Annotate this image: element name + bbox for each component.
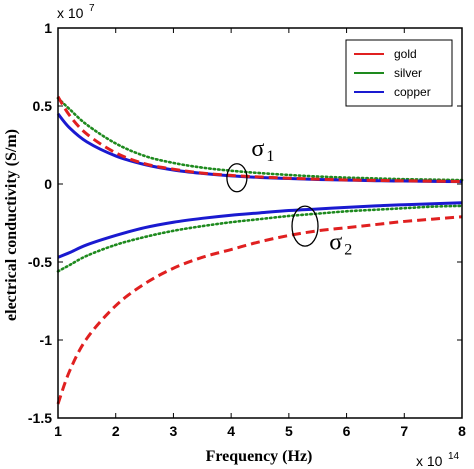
plot-frame: [57, 27, 463, 419]
series-line-gold-sigma2: [56, 215, 463, 405]
svg-text:x 10: x 10: [416, 453, 443, 469]
x-tick-label: 3: [170, 423, 178, 439]
svg-text:7: 7: [89, 3, 95, 14]
y-axis-label: electrical conductivity (S/m): [3, 129, 20, 321]
legend-label: gold: [394, 47, 417, 61]
x-tick-label: 2: [112, 423, 120, 439]
svg-text:x 10: x 10: [57, 5, 84, 21]
annotation-sigma-label: σ: [251, 136, 264, 162]
y-tick-label: 0.5: [33, 98, 53, 114]
series-group: [56, 95, 464, 405]
legend-label: copper: [394, 85, 431, 99]
legend-item-copper: copper: [354, 85, 431, 99]
y-tick-label: -0.5: [28, 254, 52, 270]
y-tick-label: -1.5: [28, 410, 52, 426]
y-tick-label: -1: [40, 332, 53, 348]
series-line-gold-sigma1: [56, 95, 463, 183]
x-tick-label: 4: [227, 423, 235, 439]
annotation-ellipse: [291, 205, 319, 247]
x-tick-label: 7: [400, 423, 408, 439]
x-tick-label: 5: [285, 423, 293, 439]
svg-text:14: 14: [448, 451, 460, 462]
x-tick-label: 1: [54, 423, 62, 439]
legend-item-gold: gold: [354, 47, 417, 61]
x-tick-label: 8: [458, 423, 466, 439]
annotation-sigma-label: σ: [329, 230, 342, 256]
annotation-sigma-subscript: 2: [344, 242, 352, 259]
x-multiplier: x 10 14: [416, 451, 460, 469]
y-tick-label: 1: [44, 20, 52, 36]
x-tick-label: 6: [343, 423, 351, 439]
annotation-ellipse: [226, 163, 248, 193]
y-tick-label: 0: [44, 176, 52, 192]
x-axis-label: Frequency (Hz): [206, 448, 313, 465]
y-multiplier: x 10 7: [57, 3, 95, 21]
series-line-silver-sigma2: [56, 204, 464, 273]
legend: gold silver copper: [345, 39, 453, 107]
legend-item-silver: silver: [354, 66, 422, 80]
series-line-copper-sigma2: [57, 201, 463, 259]
legend-label: silver: [394, 66, 422, 80]
annotation-sigma-subscript: 1: [266, 148, 274, 165]
